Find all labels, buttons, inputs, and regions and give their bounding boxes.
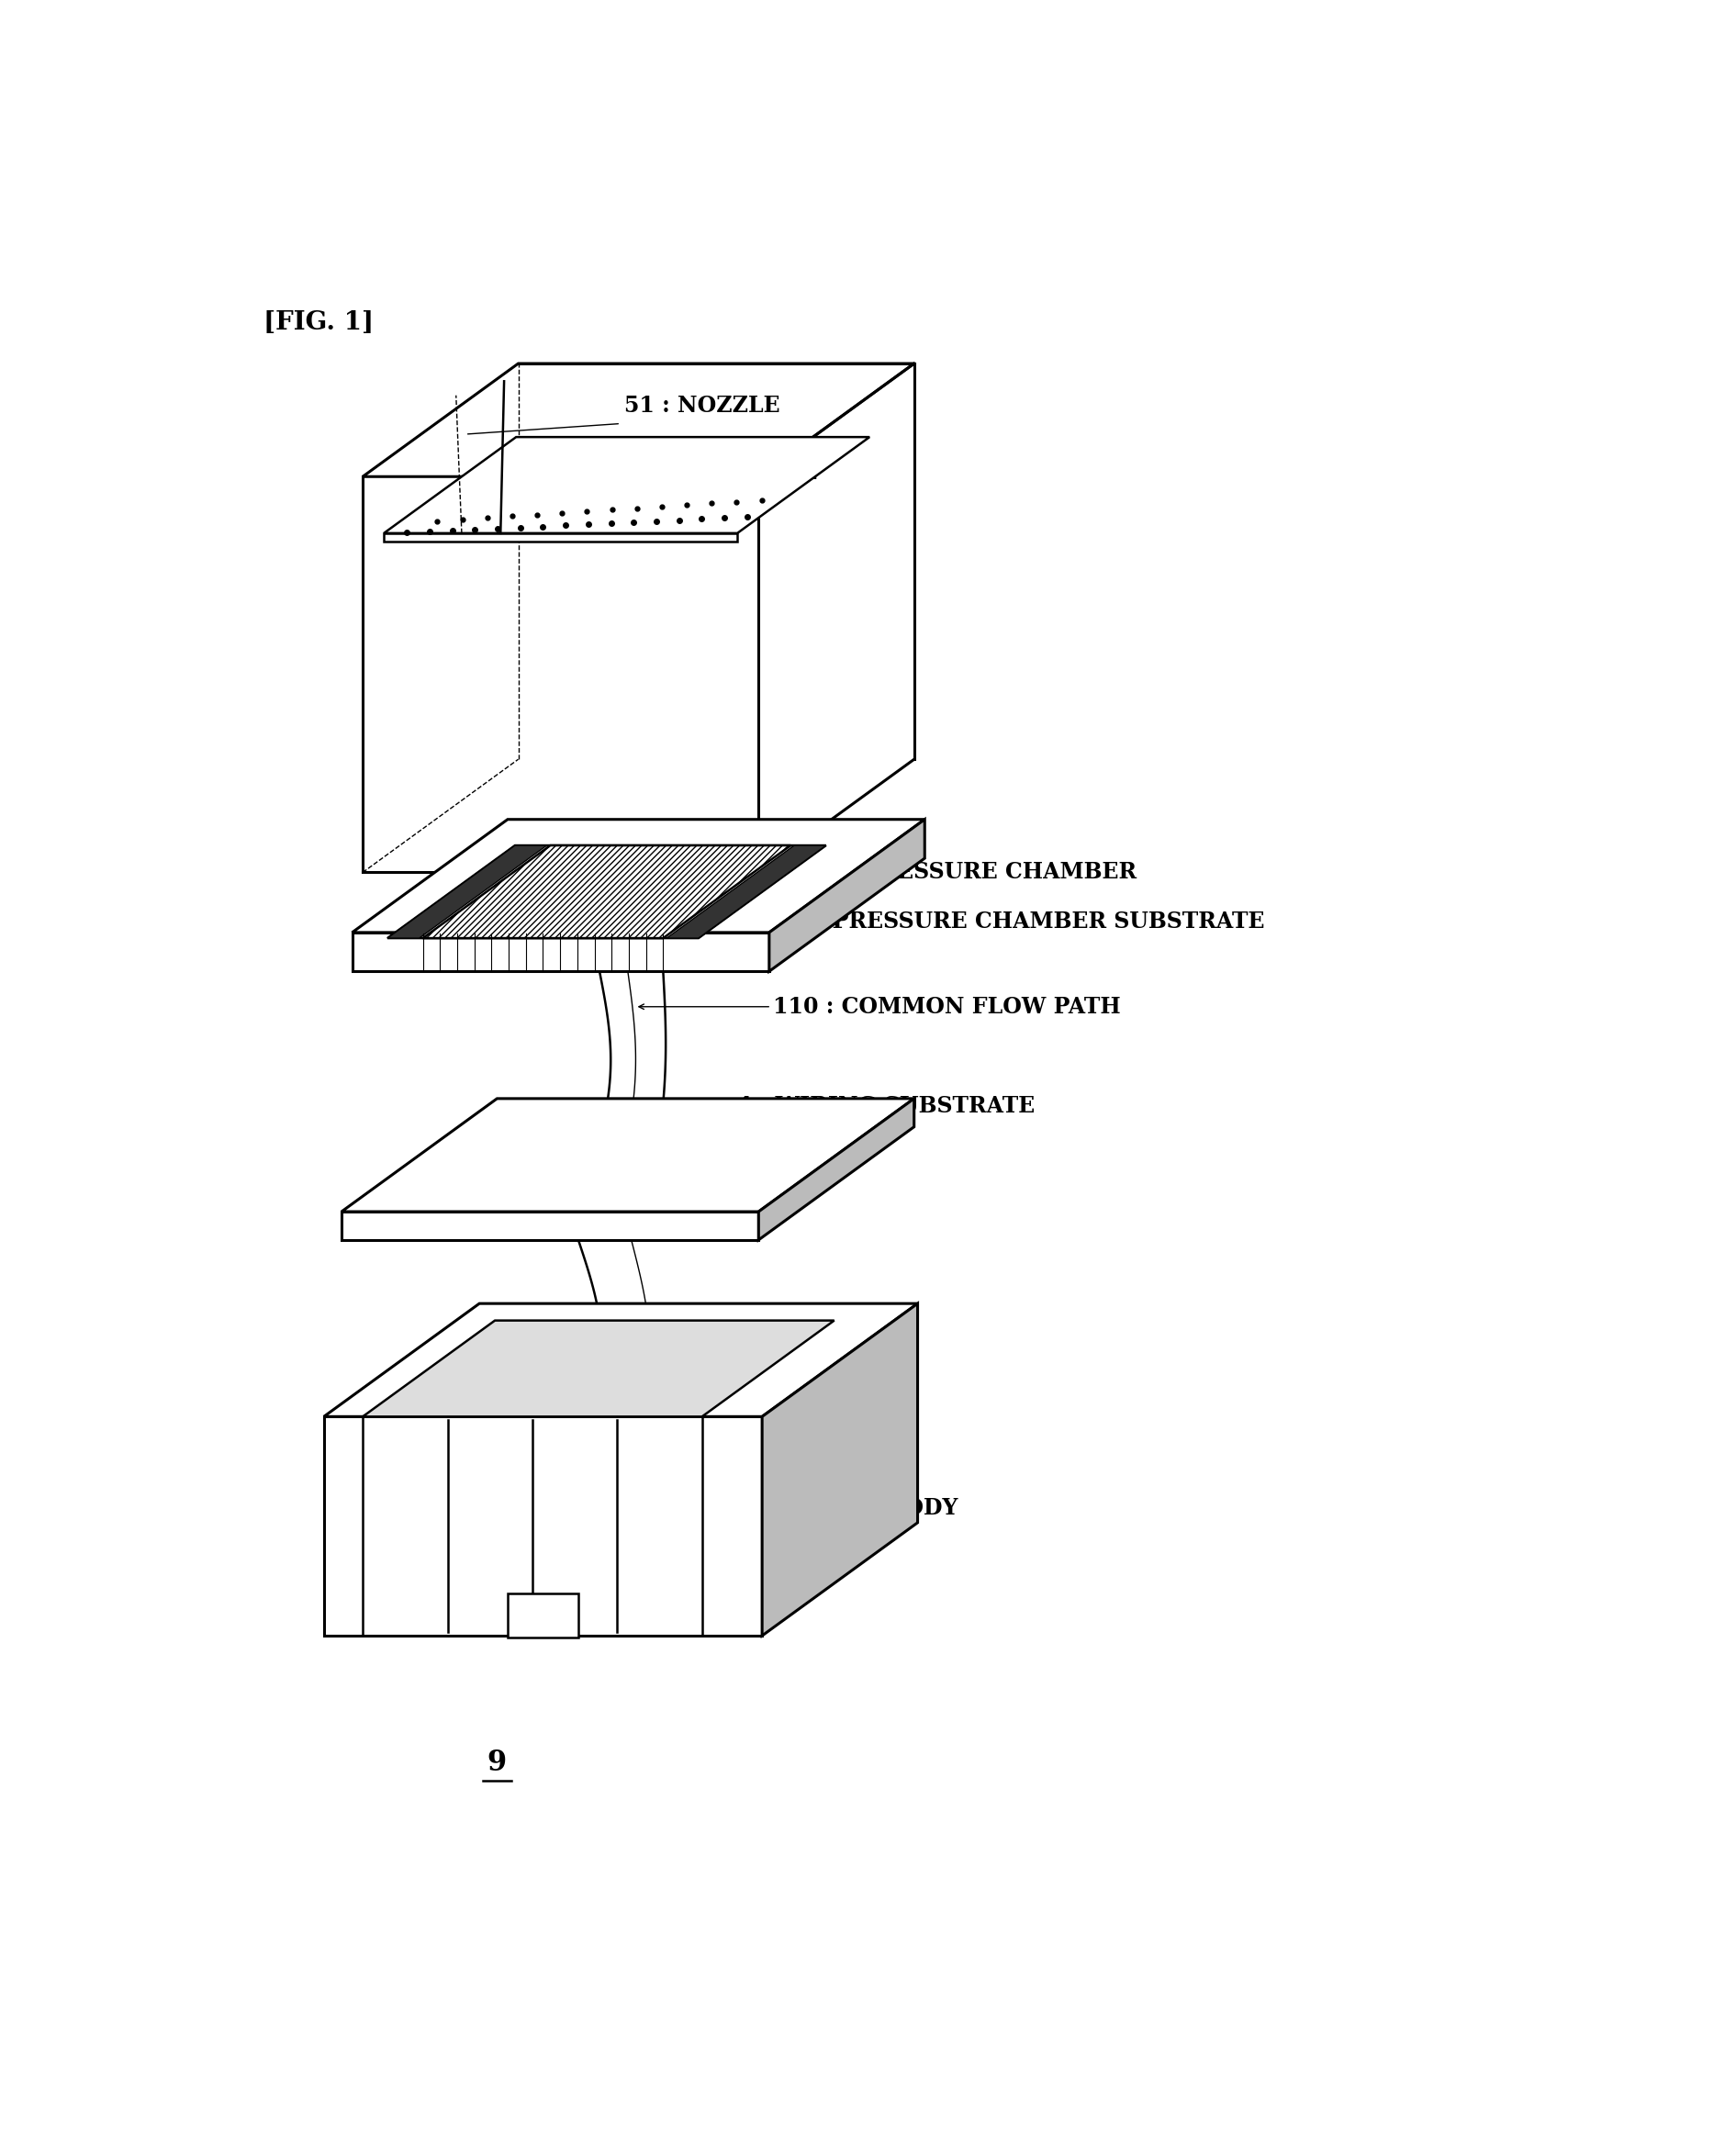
Text: 107 :
SIDEWALL: 107 : SIDEWALL [455, 858, 578, 901]
Polygon shape [667, 846, 826, 938]
Text: 110 : COMMON FLOW PATH: 110 : COMMON FLOW PATH [773, 996, 1120, 1017]
Text: 9: 9 [488, 1749, 507, 1777]
Polygon shape [384, 532, 738, 541]
Polygon shape [759, 1099, 915, 1240]
Text: 3 : BASE BODY: 3 : BASE BODY [773, 1498, 958, 1519]
Polygon shape [762, 1303, 918, 1635]
Polygon shape [352, 820, 925, 934]
Polygon shape [342, 1212, 759, 1240]
Polygon shape [342, 1099, 915, 1212]
Text: 4 : WIRING SUBSTRATE: 4 : WIRING SUBSTRATE [738, 1094, 1035, 1116]
Text: 106 : PRESSURE CHAMBER: 106 : PRESSURE CHAMBER [793, 861, 1137, 884]
Polygon shape [387, 846, 547, 938]
Text: 5 : NOZZLE PLATE: 5 : NOZZLE PLATE [589, 461, 818, 485]
Bar [507, 1592, 578, 1637]
Polygon shape [363, 1320, 835, 1416]
Polygon shape [325, 1303, 918, 1416]
Polygon shape [387, 846, 826, 938]
Polygon shape [384, 438, 870, 532]
Polygon shape [424, 846, 790, 938]
Text: [FIG. 1]: [FIG. 1] [264, 311, 373, 335]
Polygon shape [363, 363, 915, 476]
Polygon shape [352, 934, 769, 972]
Text: 51 : NOZZLE: 51 : NOZZLE [625, 395, 779, 416]
Polygon shape [325, 1416, 762, 1635]
Text: 1 : PRESSURE CHAMBER SUBSTRATE: 1 : PRESSURE CHAMBER SUBSTRATE [793, 910, 1264, 934]
Text: 51: 51 [561, 461, 590, 485]
Polygon shape [769, 820, 925, 972]
